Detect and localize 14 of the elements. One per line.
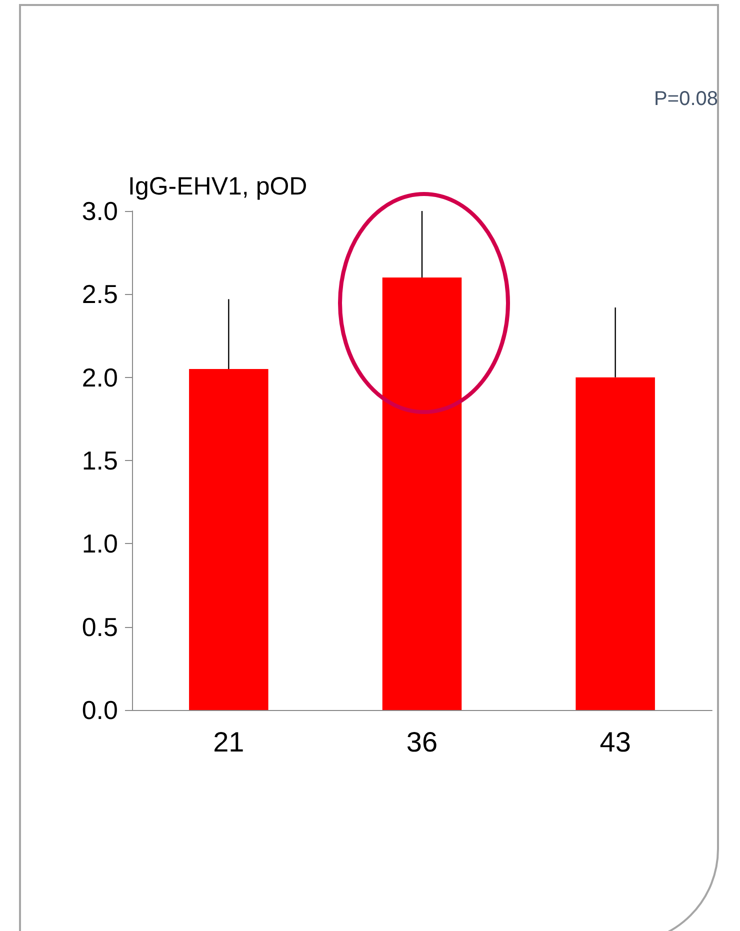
bar: [576, 377, 655, 710]
y-tick-label: 2.5: [82, 279, 118, 310]
text: P=0.08: [654, 88, 718, 111]
y-tick-label: 3.0: [82, 196, 118, 226]
y-tick-label: 0.5: [82, 612, 118, 642]
y-tick-label: 2.0: [82, 362, 118, 392]
x-tick-label: 36: [406, 726, 438, 758]
y-tick-label: 0.0: [82, 695, 118, 725]
y-tick-label: 1.5: [82, 446, 118, 476]
x-tick-label: 21: [213, 726, 244, 758]
bar: [189, 369, 268, 710]
y-tick-label: 1.0: [82, 528, 118, 559]
x-tick-label: 43: [600, 726, 631, 758]
y-axis-title: IgG-EHV1, pOD: [128, 172, 308, 200]
